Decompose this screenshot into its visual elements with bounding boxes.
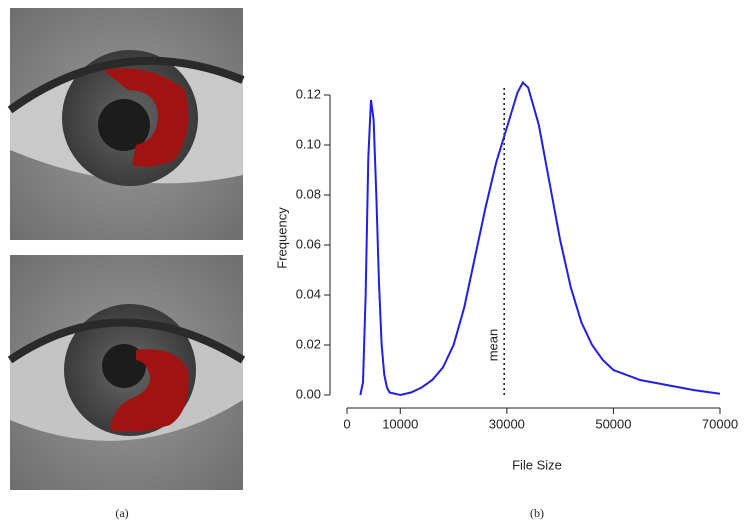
- y-axis-label: Frequency: [274, 207, 289, 269]
- panel-label: (b): [530, 506, 544, 520]
- x-tick-label: 50000: [595, 416, 631, 431]
- panel-label: (a): [115, 506, 128, 520]
- y-tick-label: 0.12: [296, 86, 321, 101]
- x-tick-label: 70000: [702, 416, 738, 431]
- x-tick-label: 30000: [489, 416, 525, 431]
- eye-image-top: [7, 8, 245, 240]
- x-tick-label: 0: [343, 416, 350, 431]
- y-tick-label: 0.10: [296, 136, 321, 151]
- y-tick-label: 0.06: [296, 236, 321, 251]
- data-line: [359, 80, 721, 397]
- annotation: mean: [486, 329, 501, 362]
- y-tick-label: 0.08: [296, 186, 321, 201]
- eye-image-bottom: [7, 255, 246, 490]
- x-tick-label: 10000: [382, 416, 418, 431]
- x-axis-label: File Size: [512, 457, 562, 472]
- y-tick-label: 0.02: [296, 336, 321, 351]
- y-tick-label: 0.00: [296, 386, 321, 401]
- y-tick-label: 0.04: [296, 286, 321, 301]
